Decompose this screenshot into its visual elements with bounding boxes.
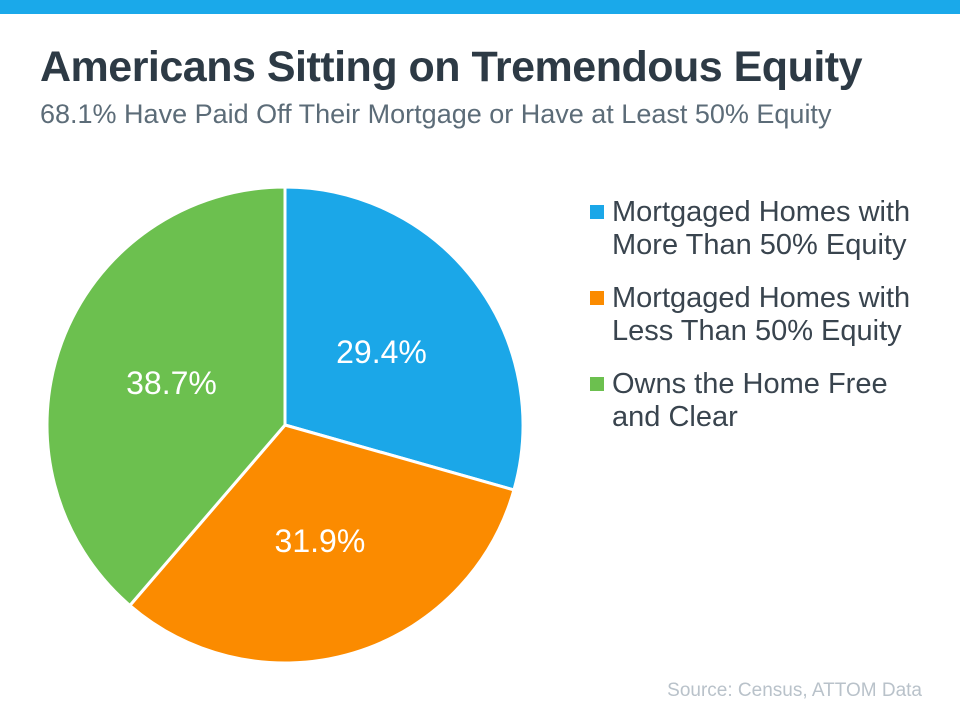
pie-slice (283, 185, 525, 492)
pie-data-label: 29.4% (336, 334, 427, 370)
pie-slice (128, 423, 516, 665)
pie-chart: 29.4% 31.9% 38.7% (45, 185, 525, 665)
legend-label: Owns the Home Free and Clear (612, 368, 888, 433)
legend-swatch-green (590, 377, 604, 391)
legend-label: Mortgaged Homes with Less Than 50% Equit… (612, 282, 911, 347)
legend-item: Owns the Home Free and Clear (590, 368, 920, 434)
chart-legend: Mortgaged Homes with More Than 50% Equit… (590, 196, 920, 454)
legend-item: Mortgaged Homes with Less Than 50% Equit… (590, 282, 920, 348)
page-subtitle: 68.1% Have Paid Off Their Mortgage or Ha… (40, 99, 832, 129)
page-title: Americans Sitting on Tremendous Equity (40, 43, 863, 91)
pie-data-label: 31.9% (275, 523, 366, 559)
legend-swatch-blue (590, 205, 604, 219)
pie-slice (45, 185, 287, 607)
accent-top-bar (0, 0, 960, 14)
source-attribution: Source: Census, ATTOM Data (667, 680, 922, 701)
legend-item: Mortgaged Homes with More Than 50% Equit… (590, 196, 920, 262)
pie-data-label: 38.7% (126, 365, 217, 401)
legend-label: Mortgaged Homes with More Than 50% Equit… (612, 196, 911, 261)
legend-swatch-orange (590, 291, 604, 305)
